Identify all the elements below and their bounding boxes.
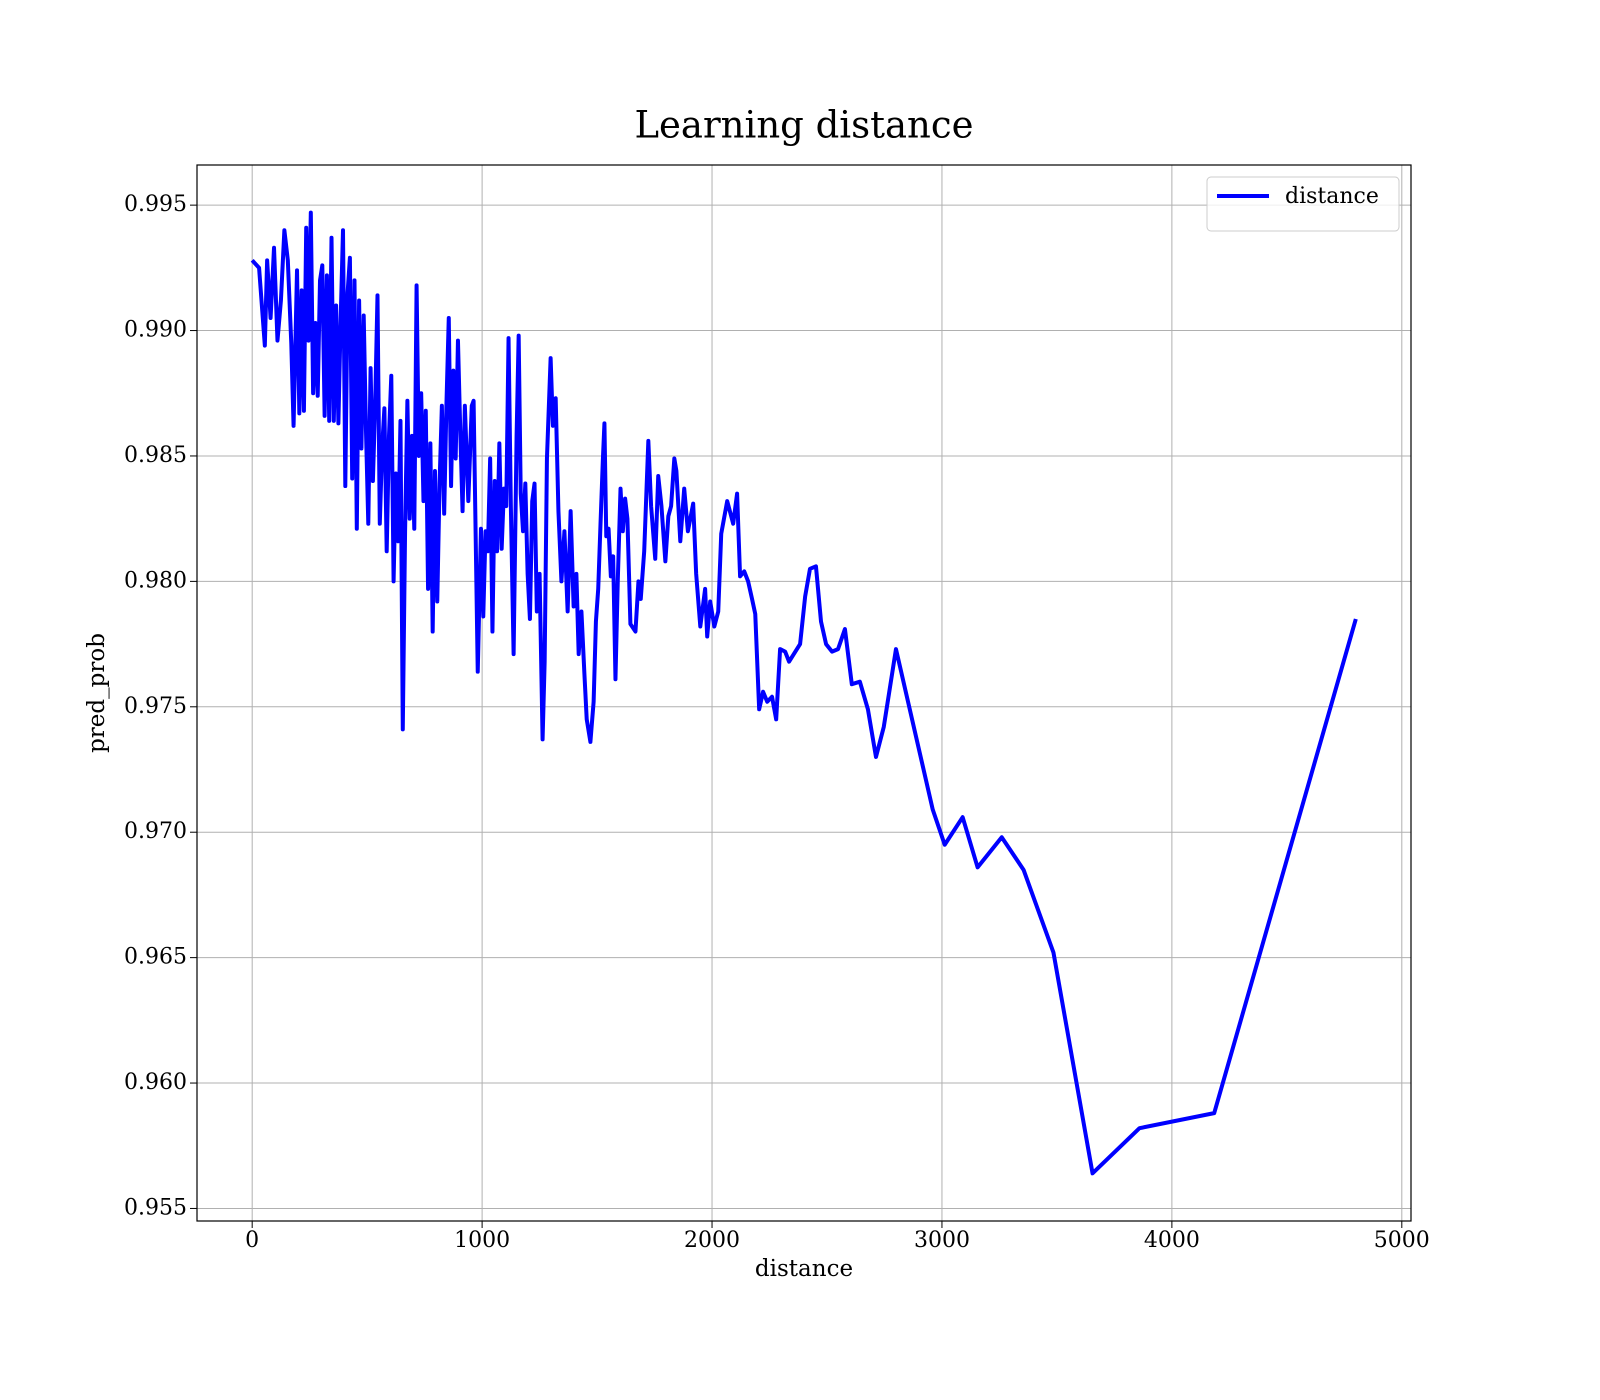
y-tick-label: 0.960 [124, 1070, 187, 1095]
x-tick-label: 1000 [454, 1228, 510, 1253]
y-tick-label: 0.965 [124, 945, 187, 970]
y-tick-label: 0.995 [124, 192, 187, 217]
y-tick-label: 0.975 [124, 694, 187, 719]
y-tick-label: 0.985 [124, 443, 187, 468]
plot-frame [196, 164, 1412, 1222]
x-tick-label: 4000 [1144, 1228, 1200, 1253]
x-tick-label: 5000 [1374, 1228, 1430, 1253]
legend-box [1206, 176, 1400, 232]
chart-title: Learning distance [634, 104, 973, 147]
y-tick-label: 0.970 [124, 819, 187, 844]
x-tick-label: 0 [245, 1228, 259, 1253]
y-axis-label: pred_prob [84, 633, 110, 753]
x-tick-label: 2000 [684, 1228, 740, 1253]
x-axis-label: distance [755, 1256, 853, 1282]
y-tick-label: 0.955 [124, 1195, 187, 1220]
legend-label: distance [1285, 184, 1379, 209]
legend: distance [1206, 176, 1400, 232]
x-tick-label: 3000 [914, 1228, 970, 1253]
data-line [250, 210, 1358, 1176]
y-tick-label: 0.990 [124, 318, 187, 343]
y-tick-label: 0.980 [124, 568, 187, 593]
